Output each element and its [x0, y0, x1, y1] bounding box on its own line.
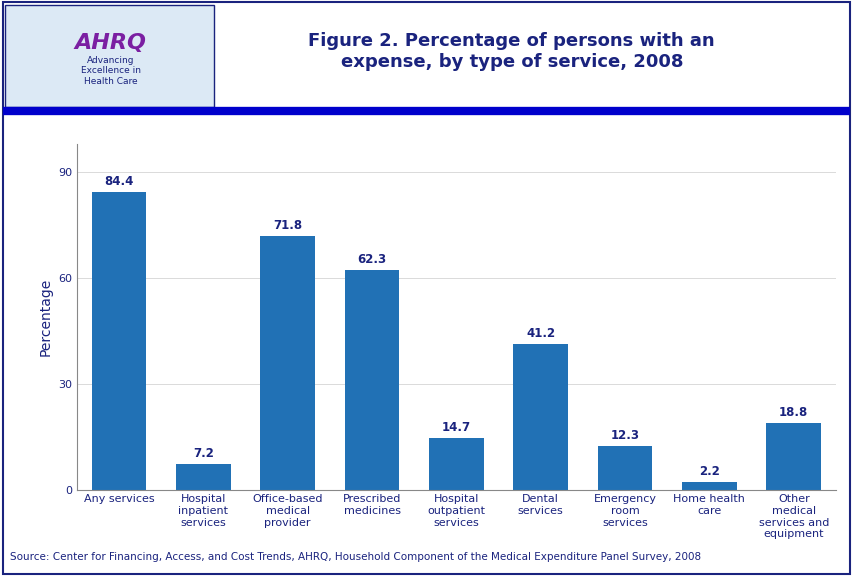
Y-axis label: Percentage: Percentage	[38, 278, 52, 356]
Bar	[429, 438, 483, 490]
Text: 84.4: 84.4	[104, 175, 134, 188]
Bar	[176, 464, 230, 490]
Text: 7.2: 7.2	[193, 447, 214, 460]
Text: Figure 2. Percentage of persons with an
expense, by type of service, 2008: Figure 2. Percentage of persons with an …	[308, 32, 714, 71]
Text: 18.8: 18.8	[778, 406, 808, 419]
Text: 41.2: 41.2	[526, 327, 555, 340]
Text: 12.3: 12.3	[610, 429, 639, 442]
Text: Source: Center for Financing, Access, and Cost Trends, AHRQ, Household Component: Source: Center for Financing, Access, an…	[10, 552, 700, 562]
Text: 62.3: 62.3	[357, 253, 386, 266]
Bar	[513, 344, 567, 490]
Bar	[260, 236, 314, 490]
Text: 71.8: 71.8	[273, 219, 302, 232]
Bar	[91, 192, 147, 490]
Text: 2.2: 2.2	[698, 465, 719, 478]
Text: Advancing
Excellence in
Health Care: Advancing Excellence in Health Care	[81, 56, 141, 86]
Bar	[344, 270, 399, 490]
Bar	[597, 446, 652, 490]
Text: 14.7: 14.7	[441, 420, 470, 434]
Bar	[765, 423, 820, 490]
Text: AHRQ: AHRQ	[75, 33, 147, 53]
Bar	[682, 482, 736, 490]
